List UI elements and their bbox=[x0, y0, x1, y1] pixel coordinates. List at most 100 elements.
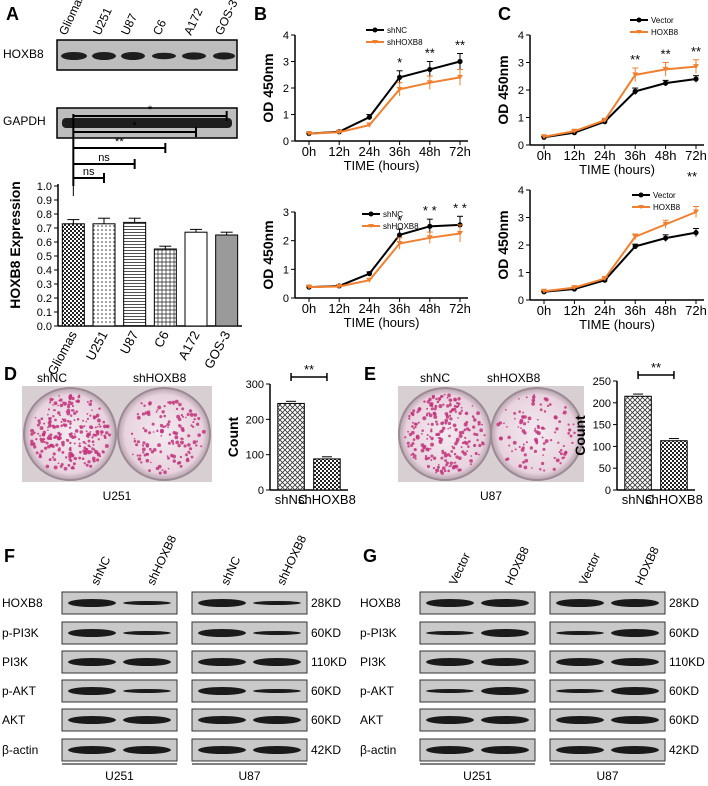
cell-line-label: U251 bbox=[103, 489, 132, 503]
molecular-weight: 110KD bbox=[311, 655, 347, 669]
colony bbox=[413, 427, 416, 430]
colony bbox=[142, 451, 145, 454]
blot-band bbox=[68, 746, 116, 754]
colony bbox=[449, 461, 453, 465]
colony bbox=[76, 417, 80, 421]
colony bbox=[65, 438, 68, 441]
colony bbox=[156, 409, 159, 412]
y-axis-label: OD 450nm bbox=[495, 55, 511, 124]
y-tick-label: 300 bbox=[246, 379, 264, 391]
colony bbox=[523, 453, 527, 457]
colony bbox=[195, 444, 198, 447]
data-point bbox=[426, 235, 433, 241]
significance-stars: ** bbox=[661, 47, 671, 62]
colony bbox=[59, 403, 64, 408]
blot-row-label: p-PI3K bbox=[360, 626, 397, 640]
colony bbox=[411, 425, 414, 428]
colony bbox=[569, 434, 573, 438]
y-tick-label: 4 bbox=[518, 185, 524, 197]
colony bbox=[148, 447, 152, 451]
colony bbox=[66, 408, 71, 413]
colony bbox=[454, 398, 457, 402]
colony bbox=[159, 428, 164, 433]
colony bbox=[193, 418, 196, 421]
y-tick-label: 0.0 bbox=[37, 321, 52, 333]
colony bbox=[92, 415, 96, 419]
colony bbox=[460, 409, 463, 412]
colony bbox=[166, 422, 170, 427]
colony bbox=[141, 412, 146, 416]
series-line-shhoxb8 bbox=[308, 76, 461, 135]
colony bbox=[35, 438, 38, 441]
plate-shhoxb8 bbox=[490, 387, 584, 481]
colony bbox=[73, 433, 76, 435]
colony bbox=[172, 442, 175, 445]
legend-marker bbox=[638, 192, 644, 198]
colony bbox=[30, 428, 35, 433]
colony bbox=[438, 404, 443, 409]
colony bbox=[33, 445, 37, 449]
colony bbox=[30, 432, 34, 436]
data-point bbox=[662, 221, 669, 227]
y-tick-label: 200 bbox=[246, 414, 264, 426]
blot-band bbox=[481, 716, 529, 724]
colony bbox=[505, 458, 509, 462]
colony bbox=[559, 452, 563, 456]
colony bbox=[46, 444, 51, 449]
colony bbox=[436, 432, 441, 437]
colony bbox=[61, 450, 65, 454]
colony bbox=[469, 459, 473, 463]
colony bbox=[67, 403, 71, 407]
colony bbox=[42, 437, 46, 441]
significance-stars: * bbox=[397, 55, 402, 70]
colony bbox=[440, 456, 444, 460]
x-tick-label: shNC bbox=[275, 492, 308, 507]
y-tick-label: 2 bbox=[283, 83, 289, 95]
colony bbox=[167, 441, 171, 445]
molecular-weight: 42KD bbox=[311, 743, 341, 757]
data-point bbox=[632, 72, 639, 78]
blot-row-label: p-AKT bbox=[2, 684, 37, 698]
colony bbox=[94, 426, 97, 429]
colony bbox=[531, 402, 535, 406]
colony bbox=[451, 445, 454, 448]
panel-g-blots: HOXB8 28KD p-PI3K 60KD PI3K 110KD p-AKT 60KD AKT… bbox=[360, 544, 705, 783]
colony bbox=[192, 440, 197, 445]
colony bbox=[98, 407, 101, 410]
blot-strip-hoxb8 bbox=[56, 39, 238, 71]
colony bbox=[62, 418, 67, 423]
colony bbox=[54, 418, 57, 422]
colony bbox=[195, 422, 200, 426]
colony bbox=[564, 450, 568, 454]
colony bbox=[87, 435, 90, 439]
colony bbox=[533, 394, 536, 396]
colony bbox=[457, 397, 461, 401]
colony bbox=[447, 469, 451, 473]
colony bbox=[178, 424, 182, 428]
colony bbox=[155, 411, 158, 413]
panel-a-blot: Gliomas U251 U87 C6 A172 GOS-3 HOXB8 GAP… bbox=[3, 0, 241, 139]
colony bbox=[458, 456, 462, 461]
colony bbox=[410, 453, 413, 456]
lane-label: HOXB8 bbox=[632, 544, 662, 587]
colony bbox=[190, 455, 194, 459]
bar-gliomas bbox=[61, 223, 85, 327]
sig-label: ns bbox=[98, 152, 110, 164]
y-tick-label: 1.0 bbox=[37, 181, 52, 193]
colony bbox=[463, 422, 468, 427]
colony bbox=[172, 459, 176, 463]
colony bbox=[152, 431, 155, 433]
blot-band bbox=[426, 689, 474, 693]
colony bbox=[508, 444, 511, 447]
colony bbox=[176, 414, 181, 419]
x-tick-label: 24h bbox=[594, 148, 616, 163]
colony bbox=[531, 398, 536, 403]
colony bbox=[541, 461, 545, 466]
blot-strip bbox=[61, 738, 178, 762]
lane-label: Vector bbox=[576, 551, 603, 588]
colony bbox=[453, 407, 457, 411]
lane-label: C6 bbox=[150, 17, 169, 37]
colony bbox=[52, 409, 56, 412]
colony bbox=[172, 454, 177, 459]
data-point bbox=[366, 114, 372, 120]
